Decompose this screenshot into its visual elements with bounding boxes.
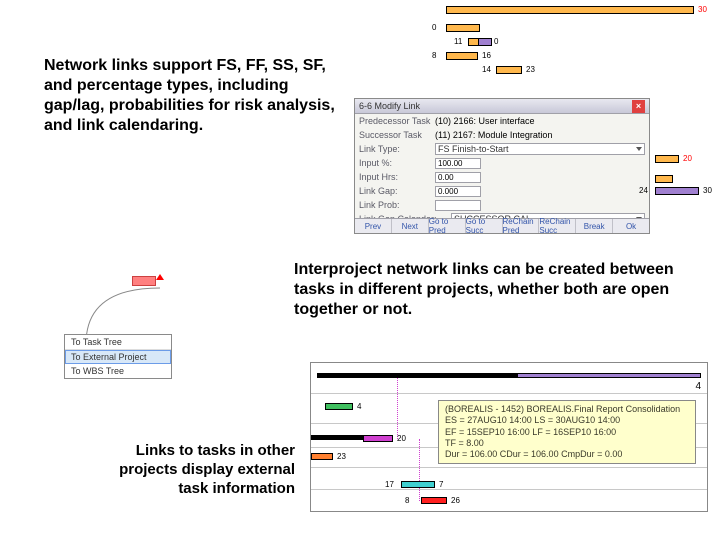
gantt-right-sample: 203024 <box>655 155 719 235</box>
label-input-pct: Input %: <box>359 158 431 168</box>
panel-divider <box>311 467 707 468</box>
gantt-bar-label: 23 <box>337 452 346 461</box>
gantt-bar <box>363 435 393 442</box>
gantt-bar-label: 4 <box>357 402 361 411</box>
tooltip-line: ES = 27AUG10 14:00 LS = 30AUG10 14:00 <box>445 415 689 426</box>
dialog-button-prev[interactable]: Prev <box>355 219 392 233</box>
gantt-bar <box>655 155 679 163</box>
gantt-bar <box>311 435 371 440</box>
gantt-bar <box>401 481 435 488</box>
label-successor: Successor Task <box>359 130 431 140</box>
menu-item-to-external-project[interactable]: To External Project <box>65 350 171 364</box>
gantt-bar-label: 26 <box>451 496 460 505</box>
dialog-footer: PrevNextGo to PredGo to SuccReChain Pred… <box>355 218 649 233</box>
gantt-bar <box>655 175 673 183</box>
link-type-dropdown[interactable]: FS Finish-to-Start <box>435 143 645 155</box>
gantt-bar-label: 14 <box>482 65 491 74</box>
gantt-bar-label: 30 <box>698 5 707 14</box>
panel-divider <box>311 489 707 490</box>
link-gap-field[interactable] <box>435 186 481 197</box>
gantt-bar <box>311 453 333 460</box>
tooltip-line: EF = 15SEP10 16:00 LF = 16SEP10 16:00 <box>445 427 689 438</box>
gantt-bar <box>317 373 517 378</box>
description-network-links: Network links support FS, FF, SS, SF, an… <box>44 56 340 136</box>
gantt-top-sample: 30 0 0 11 16 8 23 14 <box>428 4 716 94</box>
value-predecessor: (10) 2166: User interface <box>435 116 535 126</box>
close-icon[interactable]: × <box>632 100 645 113</box>
gantt-bar-label: 0 <box>494 37 498 46</box>
gantt-bar <box>478 38 492 46</box>
menu-item-to-task-tree[interactable]: To Task Tree <box>65 335 171 350</box>
gantt-bar <box>446 52 478 60</box>
timeline-marker: 4 <box>695 381 701 392</box>
label-predecessor: Predecessor Task <box>359 116 431 126</box>
gantt-bar-label: 23 <box>526 65 535 74</box>
input-hrs-field[interactable] <box>435 172 481 183</box>
gantt-bar-label: 24 <box>639 186 648 195</box>
link-target-menu: To Task TreeTo External ProjectTo WBS Tr… <box>64 334 172 379</box>
gantt-bar <box>517 373 701 378</box>
chevron-down-icon <box>636 147 642 151</box>
gantt-bar <box>446 6 694 14</box>
dialog-title-text: 6-6 Modify Link <box>359 101 420 111</box>
external-task-tooltip: (BOREALIS - 1452) BOREALIS.Final Report … <box>438 400 696 464</box>
label-link-gap: Link Gap: <box>359 186 431 196</box>
description-interproject-links: Interproject network links can be create… <box>294 260 690 320</box>
gantt-bar-label: 20 <box>683 154 692 163</box>
dialog-button-rechain-pred[interactable]: ReChain Pred <box>503 219 540 233</box>
tooltip-line: (BOREALIS - 1452) BOREALIS.Final Report … <box>445 404 689 415</box>
dialog-button-rechain-succ[interactable]: ReChain Succ <box>539 219 576 233</box>
gantt-bar-label: 16 <box>482 51 491 60</box>
gantt-bar <box>496 66 522 74</box>
link-type-value: FS Finish-to-Start <box>438 144 509 154</box>
gantt-bar-label: 8 <box>405 496 409 505</box>
dialog-titlebar: 6-6 Modify Link × <box>355 99 649 114</box>
dialog-button-next[interactable]: Next <box>392 219 429 233</box>
tooltip-line: TF = 8.00 <box>445 438 689 449</box>
link-prob-field[interactable] <box>435 200 481 211</box>
gantt-bar <box>421 497 447 504</box>
label-link-prob: Link Prob: <box>359 200 431 210</box>
dialog-button-ok[interactable]: Ok <box>613 219 649 233</box>
gantt-bar-label: 0 <box>432 23 436 32</box>
gantt-bar-label: 8 <box>432 51 436 60</box>
modify-link-dialog: 6-6 Modify Link × Predecessor Task (10) … <box>354 98 650 234</box>
label-input-hrs: Input Hrs: <box>359 172 431 182</box>
arrow-icon <box>156 274 164 280</box>
tooltip-line: Dur = 106.00 CDur = 106.00 CmpDur = 0.00 <box>445 449 689 460</box>
description-external-task-info: Links to tasks in other projects display… <box>105 442 295 498</box>
gantt-bar-label: 7 <box>439 480 443 489</box>
callout-bar <box>132 276 156 286</box>
gantt-bar-label: 11 <box>454 37 462 46</box>
value-successor: (11) 2167: Module Integration <box>435 130 552 140</box>
panel-divider <box>311 393 707 394</box>
gantt-bar <box>325 403 353 410</box>
dialog-button-go-to-pred[interactable]: Go to Pred <box>429 219 466 233</box>
gantt-bar <box>446 24 480 32</box>
menu-item-to-wbs-tree[interactable]: To WBS Tree <box>65 364 171 378</box>
dialog-button-go-to-succ[interactable]: Go to Succ <box>466 219 503 233</box>
dialog-button-break[interactable]: Break <box>576 219 613 233</box>
link-line <box>397 377 398 439</box>
input-pct-field[interactable] <box>435 158 481 169</box>
link-line <box>419 439 420 501</box>
gantt-bar-label: 30 <box>703 186 712 195</box>
gantt-bar-label: 20 <box>397 434 406 443</box>
label-link-type: Link Type: <box>359 144 431 154</box>
gantt-bar-label: 17 <box>385 480 394 489</box>
gantt-bar <box>655 187 699 195</box>
